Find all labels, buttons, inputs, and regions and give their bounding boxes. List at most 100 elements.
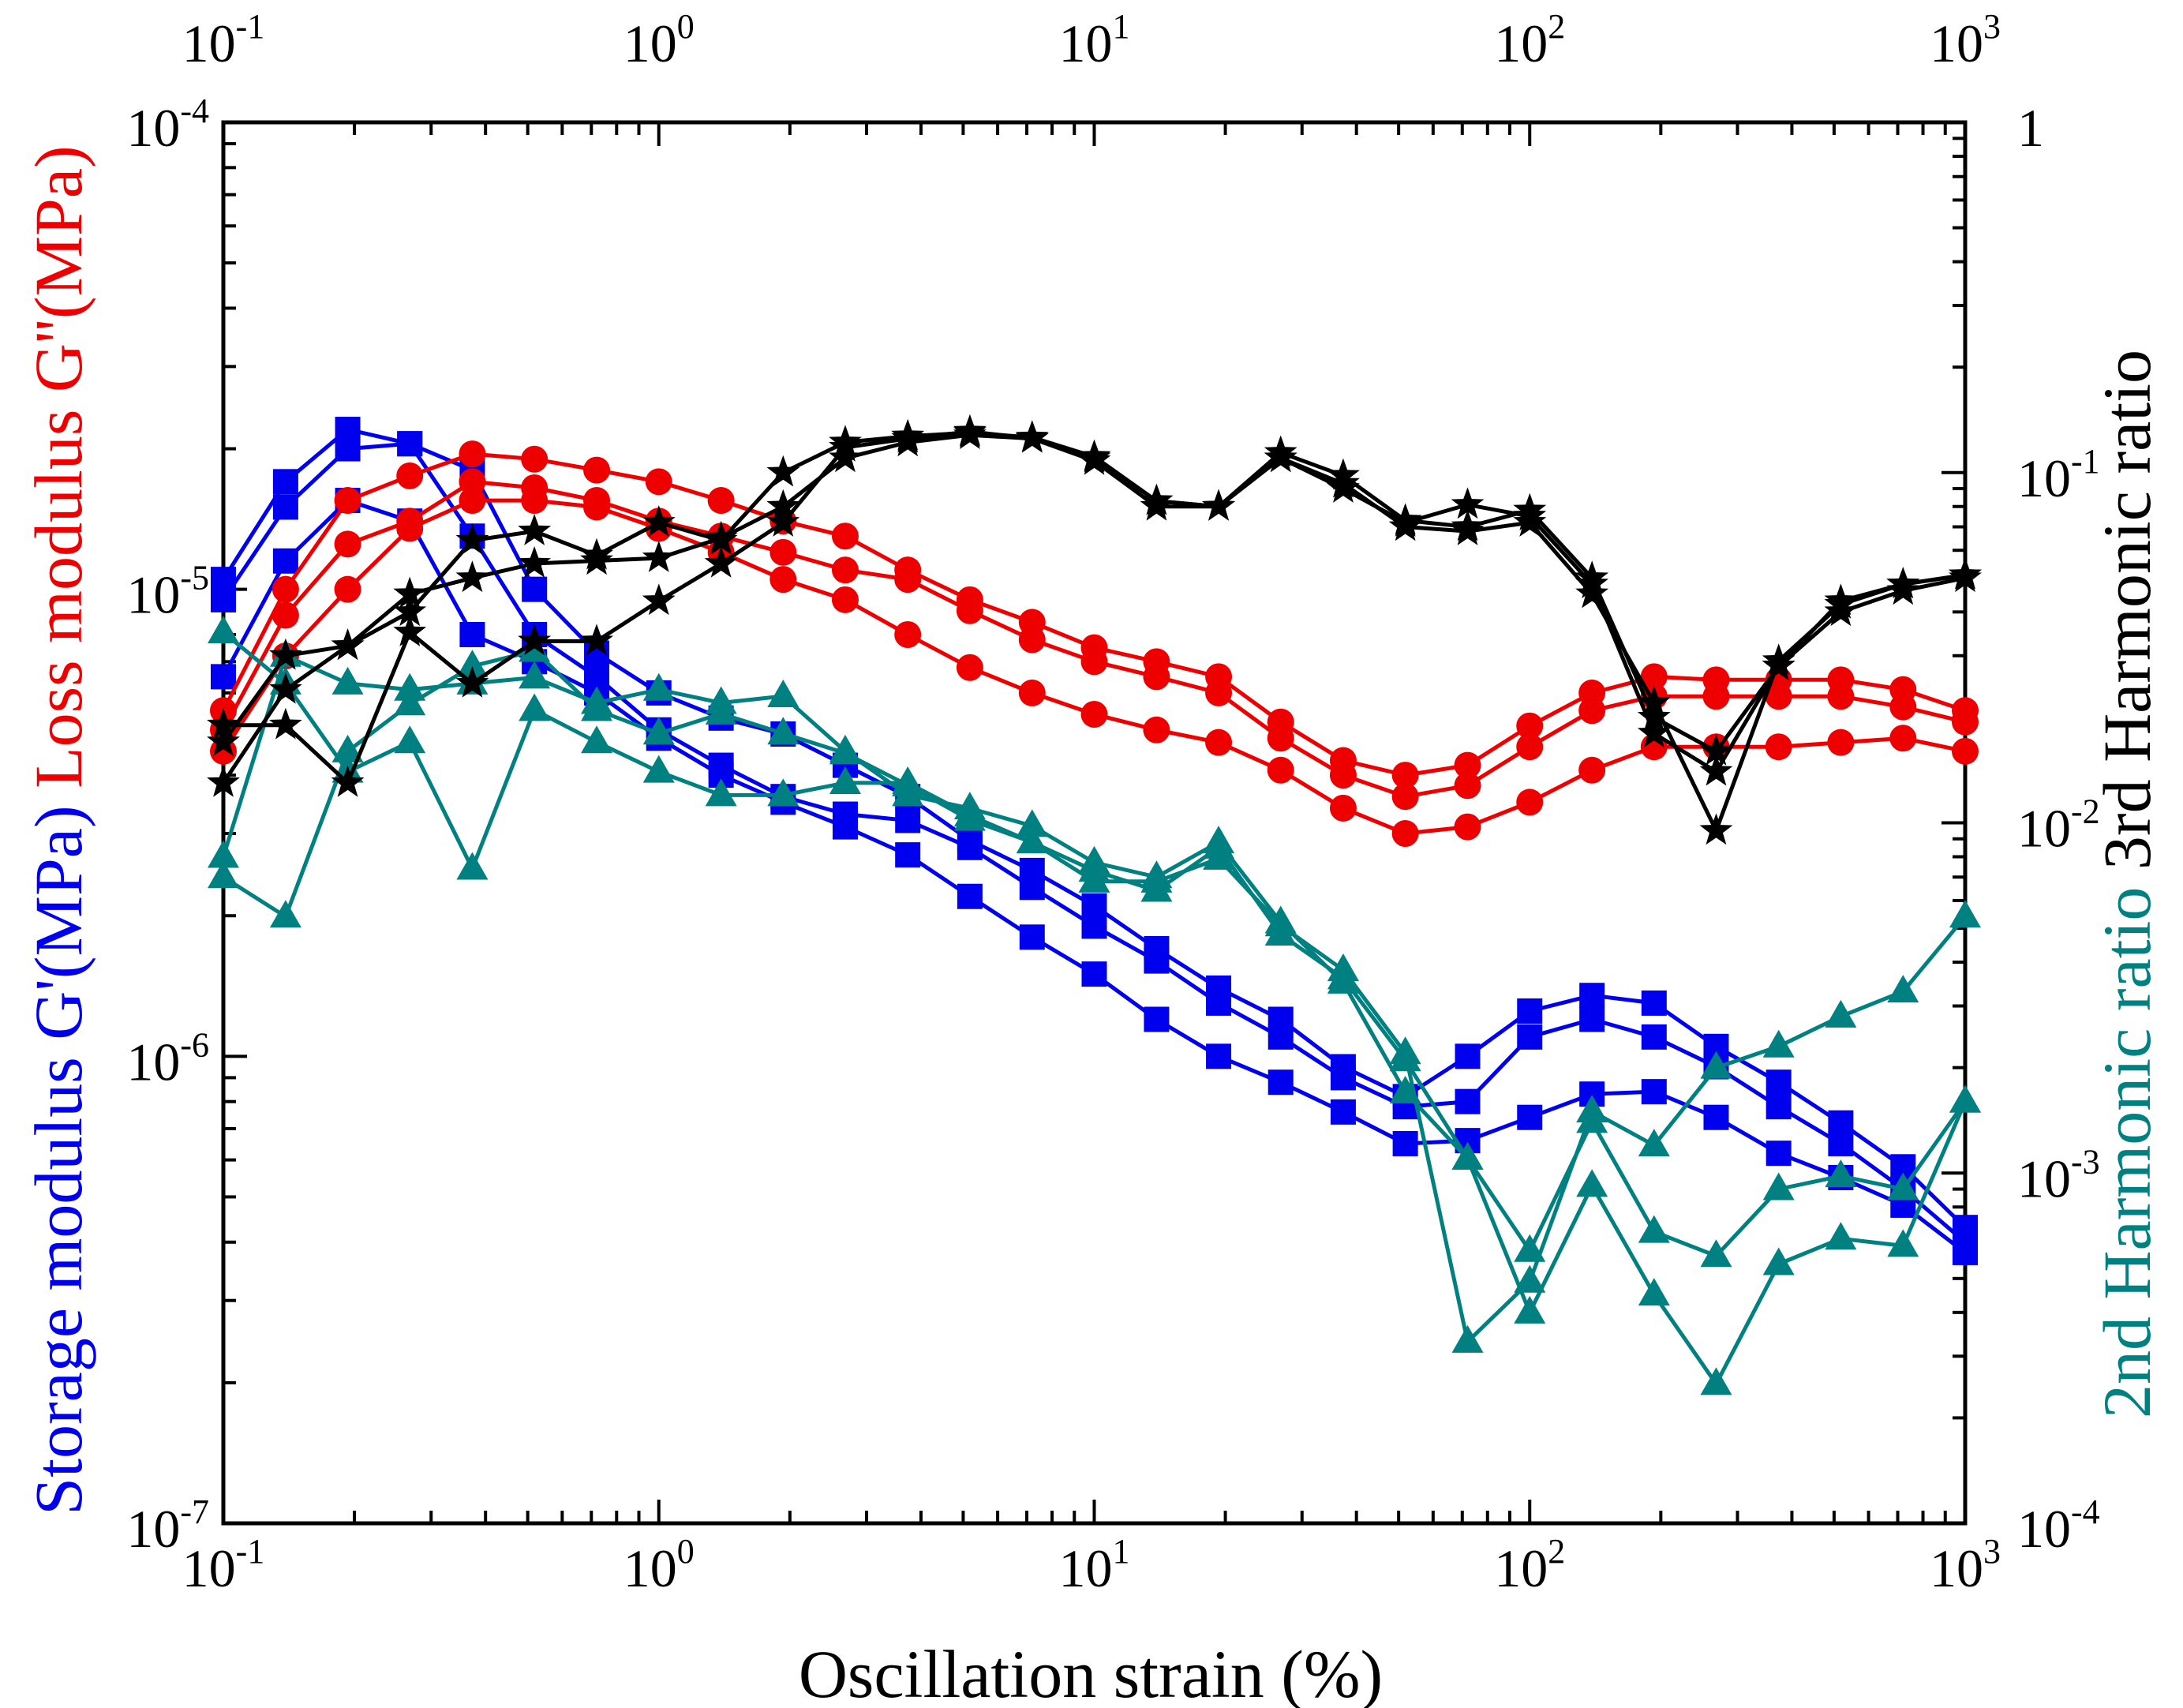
series-second-7 [208,639,1981,1268]
triangle-marker [394,687,426,716]
square-marker [1019,924,1045,950]
triangle-marker [1140,864,1173,893]
circle-marker [521,487,549,515]
circle-marker [1640,663,1668,691]
right-y-tick-label: 10-3 [2017,1142,2100,1208]
star-marker [766,489,800,521]
triangle-marker [642,672,675,701]
square-marker [1206,1043,1232,1069]
circle-marker [459,468,486,496]
star-marker [891,421,925,453]
triangle-marker [767,679,799,707]
star-marker [1949,560,1982,593]
square-marker [1641,1079,1667,1105]
x-tick-label-bottom: 103 [1930,1532,2001,1598]
star-marker [1264,440,1297,473]
circle-marker [1143,716,1170,744]
triangle-marker [208,860,239,889]
plot-frame [221,120,1968,1526]
star-marker [642,541,676,572]
circle-marker [645,468,672,496]
series [207,414,1982,1395]
square-marker [397,431,423,457]
circle-marker [1391,762,1419,789]
square-marker [272,548,298,574]
circle-marker [583,493,611,521]
star-marker [704,546,738,578]
triangle-marker [1451,1324,1484,1353]
circle-marker [769,538,797,566]
triangle-marker [1264,908,1297,937]
circle-marker [1018,679,1046,706]
triangle-marker [1825,1159,1857,1188]
star-marker [1388,505,1422,537]
triangle-marker [767,717,799,745]
square-marker [1579,983,1605,1009]
square-marker [1765,1094,1792,1120]
circle-marker [1516,733,1544,761]
triangle-marker [1389,1036,1421,1065]
star-marker [766,455,800,487]
x-axis-title: Oscillation strain (%) [799,1636,1383,1708]
star-marker [1202,489,1235,521]
square-marker [957,834,983,860]
star-marker [207,725,240,756]
circle-marker [831,523,859,550]
x-tick-label-top: 102 [1494,7,1565,73]
triangle-marker [331,734,364,762]
triangle-marker [1762,1172,1795,1200]
star-marker [455,560,489,593]
square-marker [832,814,858,840]
square-marker [1517,998,1543,1024]
square-marker [1144,1006,1170,1032]
square-marker [1267,1069,1294,1096]
star-marker [393,594,427,627]
star-marker [580,624,613,656]
circle-marker [1080,701,1108,729]
circle-marker [1952,737,1979,765]
plot-border [221,120,1968,1526]
square-marker [1019,875,1045,901]
triangle-marker [1638,1278,1670,1306]
triangle-marker [1700,1051,1732,1079]
triangle-marker [1762,1029,1795,1058]
circle-marker [459,440,486,468]
square-marker [1828,1131,1854,1157]
star-marker [1637,716,1671,747]
square-marker [1455,1043,1481,1069]
right-y-tick-label: 10-1 [2017,442,2100,508]
star-marker [1637,685,1671,717]
circle-marker [1516,788,1544,816]
circle-marker [583,456,611,484]
circle-marker [1578,697,1606,725]
star-marker [1451,487,1485,519]
triangle-marker [394,725,426,754]
triangle-marker [1327,953,1359,981]
star-marker [1699,733,1733,766]
square-marker [272,494,298,520]
star-marker [642,583,676,616]
x-tick-label-bottom: 102 [1494,1532,1565,1598]
circle-marker [1391,783,1419,811]
square-marker [272,469,298,495]
star-marker [1513,499,1547,530]
triangle-marker [269,900,301,928]
axis-ticks [222,121,1967,1525]
triangle-marker [208,616,239,644]
square-marker [1081,913,1107,939]
circle-marker [894,621,922,649]
circle-marker [271,575,299,603]
series-line [222,631,1967,1344]
star-marker [393,576,427,609]
star-marker [1637,699,1671,732]
star-marker [704,520,738,552]
square-marker [1579,1006,1605,1032]
left-y-tick-label: 10-4 [126,92,209,158]
square-marker [1081,961,1107,987]
star-marker [1699,813,1733,845]
star-marker [207,707,240,740]
triangle-marker [1949,1084,1981,1113]
circle-marker [1329,794,1357,822]
circle-marker [1765,683,1792,710]
star-marker [393,615,427,646]
